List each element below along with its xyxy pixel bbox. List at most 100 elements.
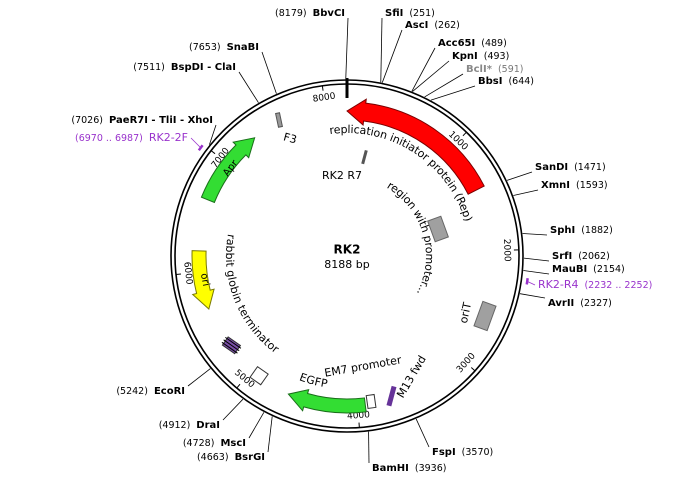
rk2-r7-label: RK2 R7 xyxy=(322,169,362,182)
site-line xyxy=(430,85,476,101)
site-label: BclI* (591) xyxy=(466,64,523,76)
site-line xyxy=(248,412,265,439)
site-line xyxy=(238,71,259,103)
site-label: (4663) BsrGI xyxy=(197,452,265,464)
site-name: AscI xyxy=(405,20,428,31)
site-position: (591) xyxy=(498,64,524,75)
site-position: (1471) xyxy=(574,162,606,173)
site-position: (251) xyxy=(409,8,435,19)
site-name: DraI xyxy=(196,420,220,431)
site-position: (7653) xyxy=(189,42,221,53)
site-line xyxy=(523,270,550,275)
site-name: SphI xyxy=(550,225,575,236)
primer-label: RK2-R4 (2232 .. 2252) xyxy=(538,278,652,291)
ruler-label: 2000 xyxy=(501,239,512,263)
primer-name: RK2-R4 xyxy=(538,278,578,291)
primer-label: (6970 .. 6987) RK2-2F xyxy=(75,131,188,144)
f3-label: F3 xyxy=(282,131,298,147)
site-name: KpnI xyxy=(452,51,478,62)
site-position: (489) xyxy=(481,38,507,49)
rep-arrow xyxy=(346,98,485,195)
terminator-box xyxy=(249,365,269,386)
site-label: XmnI (1593) xyxy=(541,180,608,192)
em7-box xyxy=(365,393,377,410)
site-name: BspDI - ClaI xyxy=(171,62,236,73)
ruler-tick xyxy=(321,85,324,91)
site-position: (8179) xyxy=(275,8,307,19)
site-label: FspI (3570) xyxy=(432,447,493,459)
hatch xyxy=(225,336,242,349)
region-box xyxy=(427,215,449,243)
hatch xyxy=(221,341,238,354)
site-line xyxy=(523,257,550,262)
site-name: BclI* xyxy=(466,64,493,75)
site-label: SphI (1882) xyxy=(550,225,613,237)
site-position: (4728) xyxy=(183,438,215,449)
site-name: FspI xyxy=(432,447,456,458)
site-position: (7026) xyxy=(71,115,103,126)
site-line xyxy=(513,189,539,196)
site-line xyxy=(415,418,430,448)
site-label: BbsI (644) xyxy=(478,76,534,88)
site-position: (493) xyxy=(484,51,510,62)
orit-label: oriT xyxy=(457,301,474,325)
f3-mark xyxy=(274,112,284,128)
site-name: MauBI xyxy=(552,264,587,275)
site-line xyxy=(522,233,548,236)
site-name: BsrGI xyxy=(235,452,265,463)
site-line xyxy=(209,124,217,145)
orit-box xyxy=(473,300,497,332)
site-label: (4728) MscI xyxy=(183,438,246,450)
site-label: SrfI (2062) xyxy=(552,251,610,263)
plasmid-name: RK2 xyxy=(334,243,361,257)
site-label: AvrII (2327) xyxy=(548,298,612,310)
site-name: BbvCI xyxy=(313,8,345,19)
site-position: (5242) xyxy=(116,386,148,397)
site-name: XmnI xyxy=(541,180,570,191)
m13-mark xyxy=(386,385,397,407)
em7-label: EM7 promoter xyxy=(323,353,403,379)
site-position: (3570) xyxy=(462,447,494,458)
site-position: (2154) xyxy=(593,264,625,275)
site-label: (8179) BbvCI xyxy=(275,8,345,20)
site-position: (262) xyxy=(434,20,460,31)
site-label: (7026) PaeR7I - TliI - XhoI xyxy=(71,115,213,127)
ori-label-text: ori xyxy=(198,273,211,288)
site-line xyxy=(267,416,273,453)
site-line xyxy=(506,171,533,181)
site-line xyxy=(345,17,349,80)
region-label-text: region with promoter... xyxy=(385,179,436,298)
site-name: EcoRI xyxy=(154,386,185,397)
site-name: SnaBI xyxy=(227,42,259,53)
site-label: MauBI (2154) xyxy=(552,264,625,276)
ruler-label: 4000 xyxy=(347,410,371,422)
site-name: SanDI xyxy=(535,162,568,173)
ruler-label: 6000 xyxy=(181,261,193,285)
hatch xyxy=(223,339,240,352)
primer-range: (2232 .. 2252) xyxy=(584,280,652,291)
site-name: AvrII xyxy=(548,298,574,309)
ruler-tick xyxy=(210,150,216,155)
site-name: SfiI xyxy=(385,8,403,19)
ruler-tick xyxy=(175,273,182,276)
site-line xyxy=(424,73,464,98)
site-name: BamHI xyxy=(372,463,409,474)
site-line xyxy=(381,29,403,83)
site-position: (4663) xyxy=(197,452,229,463)
egfp-arrow xyxy=(287,388,367,414)
ori-label: ori xyxy=(198,273,211,288)
site-label: (4912) DraI xyxy=(159,420,220,432)
site-line xyxy=(261,51,277,94)
plasmid-length: 8188 bp xyxy=(324,258,369,271)
ruler-tick xyxy=(236,383,241,389)
site-label: (5242) EcoRI xyxy=(116,386,185,398)
site-position: (2062) xyxy=(578,251,610,262)
primer-mark xyxy=(525,278,529,285)
ruler-label: 8000 xyxy=(312,92,336,105)
terminator-label-text: rabbit globin terminator xyxy=(223,233,282,356)
primer-line xyxy=(527,280,536,286)
site-label: SfiI (251) xyxy=(385,8,435,20)
terminator-label: rabbit globin terminator xyxy=(223,233,282,356)
site-position: (7511) xyxy=(133,62,165,73)
site-line xyxy=(187,368,211,387)
